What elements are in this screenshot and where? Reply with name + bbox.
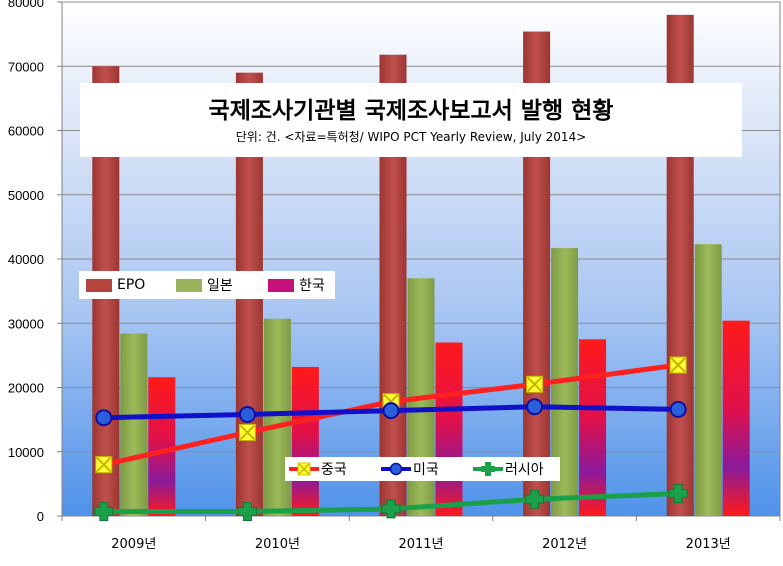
legend-label-china: 중국 — [321, 462, 347, 478]
marker-미국-2013년 — [669, 400, 687, 418]
legend-label-usa: 미국 — [413, 462, 439, 478]
chart-title: 국제조사기관별 국제조사보고서 발행 현황 — [208, 98, 614, 124]
marker-중국-2012년 — [526, 375, 544, 393]
bar-일본-2013년 — [694, 244, 722, 516]
ytick-label: 0 — [37, 509, 44, 524]
legend-item-epo: EPO — [86, 277, 176, 293]
ytick-label: 30000 — [8, 316, 44, 331]
marker-러시아-2010년 — [237, 502, 257, 522]
legend-marker-russia — [473, 462, 503, 476]
legend-item-korea: 한국 — [268, 275, 325, 295]
axes: 0 10000 20000 30000 40000 50000 60000 70000 8000… — [8, 0, 781, 552]
lines — [94, 356, 688, 522]
chart-subtitle: 단위: 건. <자료=특허청/ WIPO PCT Yearly Review, … — [235, 130, 587, 144]
marker-미국-2009년 — [95, 409, 113, 427]
xtick-label: 2012년 — [542, 537, 587, 552]
ytick-label: 70000 — [8, 59, 44, 74]
ytick-label: 60000 — [8, 124, 44, 139]
marker-러시아-2009년 — [94, 502, 114, 522]
legend-item-japan: 일본 — [176, 275, 268, 295]
ytick-label: 10000 — [8, 445, 44, 460]
legend-marker-usa — [381, 462, 411, 476]
legend-label-korea: 한국 — [299, 278, 325, 294]
xtick-label: 2013년 — [686, 537, 731, 552]
marker-중국-2013년 — [669, 356, 687, 374]
bar-한국-2013년 — [722, 320, 750, 516]
legend-swatch-japan — [176, 278, 202, 292]
ytick-label: 20000 — [8, 381, 44, 396]
legend-label-russia: 러시아 — [505, 462, 544, 478]
legend-label-epo: EPO — [117, 277, 146, 293]
title-box: 국제조사기관별 국제조사보고서 발행 현황 단위: 건. <자료=특허청/ WI… — [80, 83, 742, 157]
marker-중국-2009년 — [95, 456, 113, 474]
bar-한국-2012년 — [579, 339, 607, 516]
legend-item-usa: 미국 — [381, 459, 473, 479]
ytick-label: 80000 — [8, 0, 44, 10]
marker-미국-2010년 — [238, 405, 256, 423]
legend-bars: EPO 일본 한국 — [79, 271, 335, 299]
bar-일본-2009년 — [120, 333, 148, 516]
legend-lines: 중국 미국 러시아 — [285, 457, 560, 481]
legend-item-russia: 러시아 — [473, 459, 544, 479]
marker-러시아-2011년 — [381, 499, 401, 519]
legend-swatch-epo — [86, 278, 112, 292]
xtick-label: 2010년 — [255, 537, 300, 552]
bar-한국-2010년 — [291, 366, 319, 516]
marker-중국-2010년 — [238, 423, 256, 441]
legend-swatch-korea — [268, 278, 294, 292]
bar-일본-2010년 — [263, 318, 291, 516]
legend-label-japan: 일본 — [207, 278, 233, 294]
xtick-label: 2011년 — [398, 537, 443, 552]
ytick-label: 40000 — [8, 252, 44, 267]
ytick-label: 50000 — [8, 188, 44, 203]
legend-item-china: 중국 — [289, 459, 381, 479]
marker-미국-2011년 — [382, 402, 400, 420]
marker-미국-2012년 — [526, 398, 544, 416]
bar-한국-2009년 — [148, 377, 176, 516]
xtick-label: 2009년 — [111, 537, 156, 552]
legend-marker-china — [289, 462, 319, 476]
marker-러시아-2013년 — [668, 484, 688, 504]
bar-한국-2011년 — [435, 342, 463, 516]
marker-러시아-2012년 — [525, 489, 545, 509]
